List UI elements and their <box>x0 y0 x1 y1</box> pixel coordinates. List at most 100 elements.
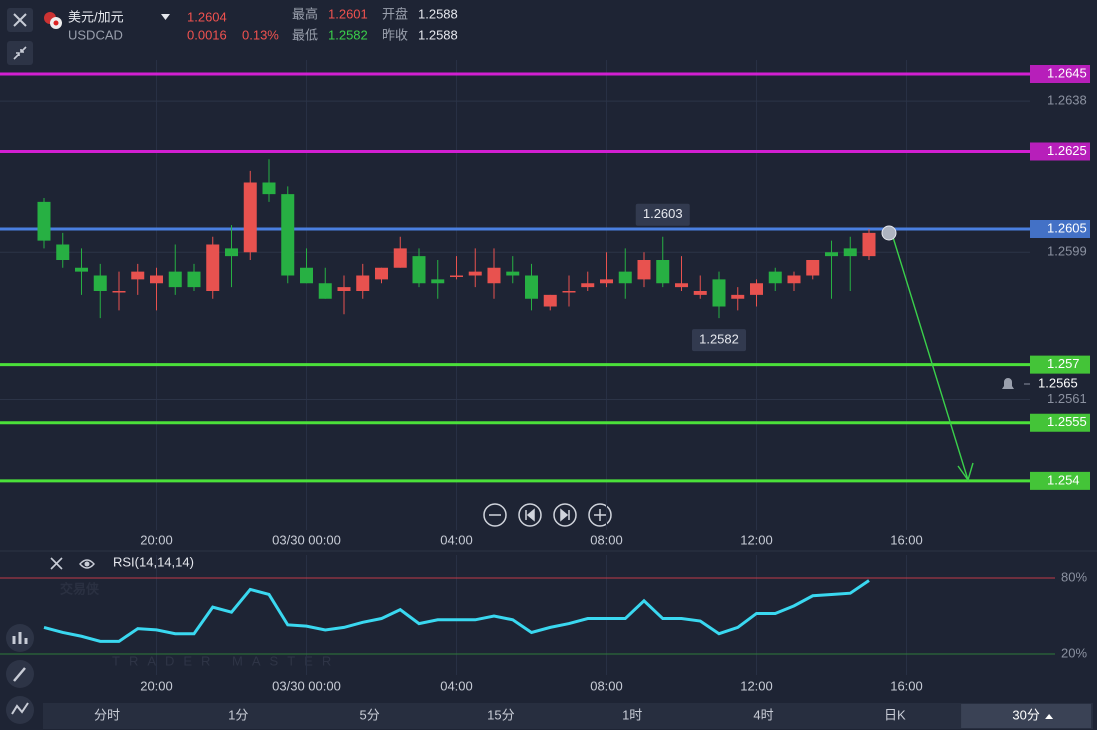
alert-label: 1.2565 <box>1038 375 1078 390</box>
shrink-button[interactable] <box>7 41 33 65</box>
stat-value: 1.2588 <box>418 6 458 21</box>
symbol-title[interactable]: 美元/加元 <box>68 9 124 24</box>
price-line-label-box <box>1030 142 1090 161</box>
stat-label: 昨收 <box>382 27 408 42</box>
candle-body <box>581 283 595 288</box>
candle-body <box>637 260 651 280</box>
zoom-out-button[interactable] <box>483 503 507 527</box>
candle-body <box>656 260 670 284</box>
candle-body <box>787 275 801 284</box>
stat-value: 1.2582 <box>328 27 368 42</box>
change-pct: 0.13% <box>242 27 279 42</box>
candle-body <box>450 275 463 277</box>
prev-button[interactable] <box>518 503 542 527</box>
tab-caret[interactable] <box>1045 714 1054 719</box>
price-line-label: 1.2555 <box>1047 414 1087 429</box>
x-tick-label: 12:00 <box>740 678 773 693</box>
candle-body <box>375 267 388 280</box>
candle-body <box>412 256 426 284</box>
candle-body <box>843 248 857 257</box>
candle-body <box>187 271 201 288</box>
tab[interactable]: 15分 <box>487 707 514 722</box>
line-tool[interactable] <box>6 696 34 724</box>
candle-body <box>131 271 145 280</box>
candle-body <box>675 283 688 288</box>
next-button[interactable] <box>553 503 577 527</box>
x-tick-label: 16:00 <box>890 678 923 693</box>
dropdown-icon[interactable] <box>161 14 170 20</box>
candle-body <box>562 291 576 293</box>
price-line-label-box <box>1030 220 1090 238</box>
annotation-label: 1.2582 <box>699 332 739 347</box>
price-line-label-box <box>1030 471 1090 490</box>
tab[interactable]: 分时 <box>94 707 120 722</box>
candle-body <box>318 283 332 299</box>
indicator-tool[interactable] <box>6 624 34 652</box>
close-button[interactable] <box>7 8 33 32</box>
candle-body <box>862 232 876 257</box>
stat-label: 最高 <box>292 6 318 21</box>
tab[interactable]: 1分 <box>228 707 248 722</box>
tab[interactable]: 30分 <box>1012 707 1039 722</box>
tab[interactable]: 5分 <box>359 707 379 722</box>
x-tick-label: 04:00 <box>440 532 473 547</box>
rsi-close[interactable] <box>50 557 63 570</box>
tab[interactable]: 4时 <box>753 707 773 722</box>
candle-body <box>487 267 501 284</box>
y-tick-label: 20% <box>1061 645 1087 660</box>
candle-body <box>506 271 520 276</box>
stat-value: 1.2601 <box>328 6 368 21</box>
price-line-label: 1.254 <box>1047 472 1080 487</box>
candle-body <box>337 287 351 291</box>
candle-body <box>712 279 726 307</box>
symbol-code: USDCAD <box>68 27 123 42</box>
change: 0.0016 <box>187 27 227 42</box>
y-tick-label: 1.2638 <box>1047 93 1087 108</box>
price-line-label: 1.2645 <box>1047 65 1087 80</box>
last-point[interactable] <box>881 225 897 241</box>
alert-bell[interactable] <box>1002 378 1014 389</box>
candle-body <box>468 271 482 276</box>
draw-tool[interactable] <box>6 660 34 688</box>
flag-icon <box>44 12 62 29</box>
candle-body <box>300 267 313 284</box>
tab-selected-bg <box>961 704 1092 728</box>
candle-body <box>431 279 445 284</box>
candle-body <box>75 267 88 272</box>
x-tick-label: 03/30 00:00 <box>272 532 341 547</box>
x-tick-label: 20:00 <box>140 532 173 547</box>
rsi-visibility[interactable] <box>79 559 95 569</box>
candle-body <box>225 248 238 257</box>
candle-body <box>93 275 107 291</box>
x-tick-label: 08:00 <box>590 532 623 547</box>
price-line-label-box <box>1030 65 1090 83</box>
x-tick-label: 12:00 <box>740 532 773 547</box>
tab[interactable]: 1时 <box>622 707 642 722</box>
zoom-in-button[interactable] <box>588 503 612 527</box>
candle-body <box>618 271 632 284</box>
watermark-sub: TRADER MASTER <box>112 653 340 668</box>
candle-body <box>825 252 838 257</box>
candle-body <box>150 275 163 284</box>
candle-body <box>243 182 257 253</box>
tab-bar <box>43 703 1093 729</box>
annotation-label: 1.2603 <box>643 206 683 221</box>
annotation-box <box>635 203 690 226</box>
stat-label: 开盘 <box>382 6 408 21</box>
tab[interactable]: 日K <box>884 707 906 722</box>
x-tick-label: 03/30 00:00 <box>272 678 341 693</box>
x-tick-label: 04:00 <box>440 678 473 693</box>
watermark: 交易侠 <box>60 581 100 596</box>
x-tick-label: 08:00 <box>590 678 623 693</box>
candle-body <box>206 244 220 291</box>
forecast-arrow <box>891 233 974 482</box>
candle-body <box>393 248 407 268</box>
candle-body <box>356 275 370 291</box>
candle-body <box>543 294 557 307</box>
stat-label: 最低 <box>292 27 318 42</box>
candle-body <box>112 291 126 293</box>
rsi-line <box>43 579 870 643</box>
price: 1.2604 <box>187 9 227 24</box>
x-tick-label: 20:00 <box>140 678 173 693</box>
